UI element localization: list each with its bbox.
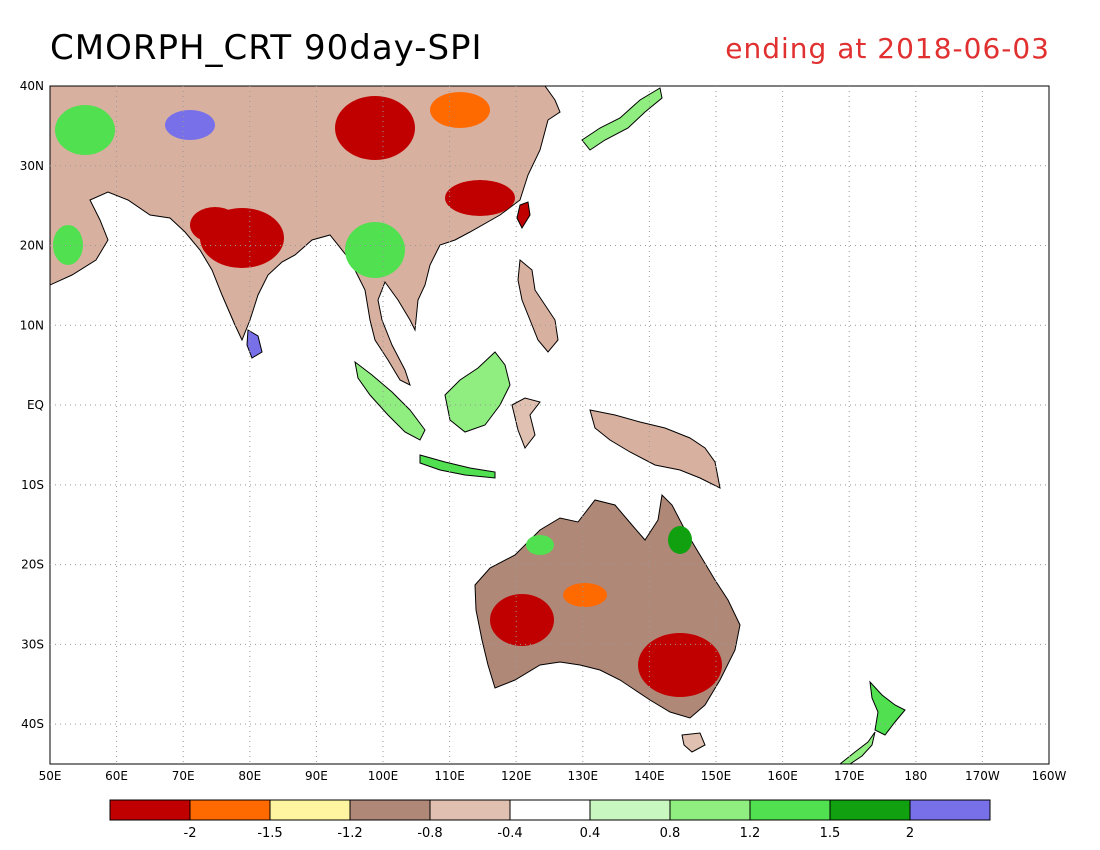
legend-tick-label: -0.8 (417, 826, 442, 841)
new-zealand-south (839, 731, 876, 764)
legend-tick-label: 2 (906, 826, 914, 841)
lon-label: 120E (501, 769, 532, 783)
asia-landmass (50, 86, 561, 386)
graticule (50, 86, 1049, 764)
wet-anomaly-indochina (345, 222, 405, 278)
legend-swatch (909, 799, 991, 821)
sulawesi (511, 397, 541, 450)
lat-label: 30S (21, 637, 44, 651)
legend-swatch (429, 799, 511, 821)
lat-label: 40N (20, 79, 44, 93)
dry-anomaly-china (335, 96, 415, 160)
tasmania (681, 732, 706, 753)
map-frame (49, 85, 1050, 765)
new-zealand-north (869, 680, 906, 736)
taiwan (516, 201, 531, 230)
wet-anomaly-arabia (53, 225, 83, 265)
legend-tick-label: -1.5 (257, 826, 282, 841)
spi-anomaly-layer (53, 92, 722, 697)
sumatra (354, 360, 426, 441)
dry-anomaly-china-east (445, 180, 515, 216)
lon-label: 90E (305, 769, 328, 783)
legend-swatch (589, 799, 671, 821)
wet-anomaly-tibet (165, 110, 215, 140)
lat-label: 10N (20, 318, 44, 332)
lat-label: 10S (21, 478, 44, 492)
legend-swatch (669, 799, 751, 821)
lon-label: 180 (904, 769, 927, 783)
dry-anomaly-se-australia (638, 633, 722, 697)
legend-swatch (189, 799, 271, 821)
legend-tick-label: -2 (184, 826, 197, 841)
legend-swatch (749, 799, 831, 821)
lat-label: 20N (20, 239, 44, 253)
lat-label: 20S (21, 558, 44, 572)
lon-label: 160W (1032, 769, 1067, 783)
lon-label: 100E (368, 769, 399, 783)
dry-anomaly-india-2 (190, 207, 240, 243)
lon-label: 80E (238, 769, 261, 783)
legend-tick-label: 0.4 (580, 826, 601, 841)
latitude-labels: 40N 30N 20N 10N EQ 10S 20S 30S 40S (20, 79, 44, 731)
legend-swatch (269, 799, 351, 821)
legend-swatch (349, 799, 431, 821)
wet-anomaly-n-australia (526, 535, 554, 555)
borneo (444, 351, 511, 433)
longitude-labels: 50E 60E 70E 80E 90E 100E 110E 120E 130E 140E 150E 1… (39, 769, 1067, 783)
lon-label: 130E (568, 769, 599, 783)
lon-label: 70E (172, 769, 195, 783)
dry-anomaly-central-australia (563, 583, 607, 607)
lon-label: 110E (434, 769, 465, 783)
map-title: CMORPH_CRT 90day-SPI (50, 28, 483, 68)
lon-label: 150E (701, 769, 732, 783)
legend-tick-label: 0.8 (660, 826, 681, 841)
lon-label: 160E (767, 769, 798, 783)
legend-swatch (109, 799, 191, 821)
dry-anomaly-w-australia (490, 594, 554, 646)
japan (581, 87, 663, 151)
wet-anomaly-ne-australia (668, 526, 692, 554)
lat-label: 40S (21, 717, 44, 731)
dry-anomaly-north-china (430, 92, 490, 128)
lon-label: 60E (105, 769, 128, 783)
wet-anomaly-west (55, 105, 115, 155)
legend-tick-label: 1.2 (740, 826, 761, 841)
philippines (517, 259, 559, 353)
color-legend: -2 -1.5 -1.2 -0.8 -0.4 0.4 0.8 1.2 1.5 2 (109, 799, 991, 841)
legend-swatch (509, 799, 591, 821)
new-guinea (589, 409, 721, 489)
lat-label: 30N (20, 159, 44, 173)
lon-label: 140E (634, 769, 665, 783)
map-subtitle: ending at 2018-06-03 (725, 32, 1050, 65)
lat-label: EQ (27, 398, 44, 412)
legend-tick-label: -1.2 (337, 826, 362, 841)
legend-tick-label: -0.4 (497, 826, 522, 841)
legend-tick-label: 1.5 (820, 826, 841, 841)
java (419, 454, 496, 479)
sri-lanka (246, 329, 263, 359)
lon-label: 50E (39, 769, 62, 783)
legend-swatch (829, 799, 911, 821)
lon-label: 170E (834, 769, 865, 783)
lon-label: 170W (965, 769, 1000, 783)
